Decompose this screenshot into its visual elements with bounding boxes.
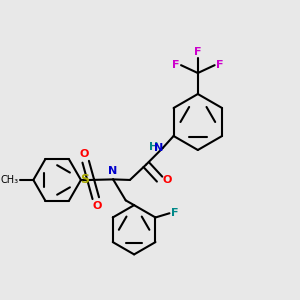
Text: S: S	[81, 173, 90, 186]
Text: F: F	[194, 46, 202, 56]
Text: F: F	[171, 208, 178, 218]
Text: F: F	[172, 60, 180, 70]
Text: F: F	[216, 60, 223, 70]
Text: N: N	[154, 143, 163, 153]
Text: O: O	[163, 175, 172, 185]
Text: O: O	[92, 201, 102, 211]
Text: O: O	[80, 149, 89, 159]
Text: N: N	[108, 166, 117, 176]
Text: H: H	[149, 142, 158, 152]
Text: CH₃: CH₃	[1, 175, 19, 185]
